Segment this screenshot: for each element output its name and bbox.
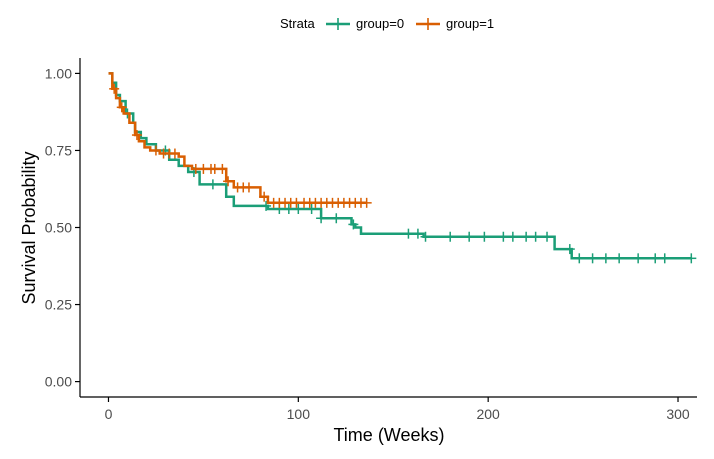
y-tick-label: 0.75 [45, 142, 72, 158]
legend-label-group1: group=1 [446, 16, 494, 31]
series-group1 [108, 72, 372, 208]
x-tick-label: 100 [287, 406, 311, 422]
x-ticks: 0 100 200 300 [105, 397, 690, 422]
legend-entry-group0: group=0 [326, 16, 404, 31]
legend-entry-group1: group=1 [416, 16, 494, 31]
x-tick-label: 0 [105, 406, 113, 422]
y-tick-label: 0.00 [45, 374, 72, 390]
legend-label-group0: group=0 [356, 16, 404, 31]
y-tick-label: 0.50 [45, 220, 72, 236]
legend-title: Strata [280, 16, 315, 31]
y-ticks: 0.00 0.25 0.50 0.75 1.00 [45, 65, 80, 390]
x-tick-label: 200 [476, 406, 500, 422]
y-tick-label: 1.00 [45, 65, 72, 81]
series-layer [108, 72, 697, 264]
y-tick-label: 0.25 [45, 297, 72, 313]
y-axis-title: Survival Probability [19, 151, 39, 304]
legend: Strata group=0 group=1 [280, 16, 494, 31]
x-axis-title: Time (Weeks) [333, 425, 444, 445]
x-tick-label: 300 [666, 406, 690, 422]
